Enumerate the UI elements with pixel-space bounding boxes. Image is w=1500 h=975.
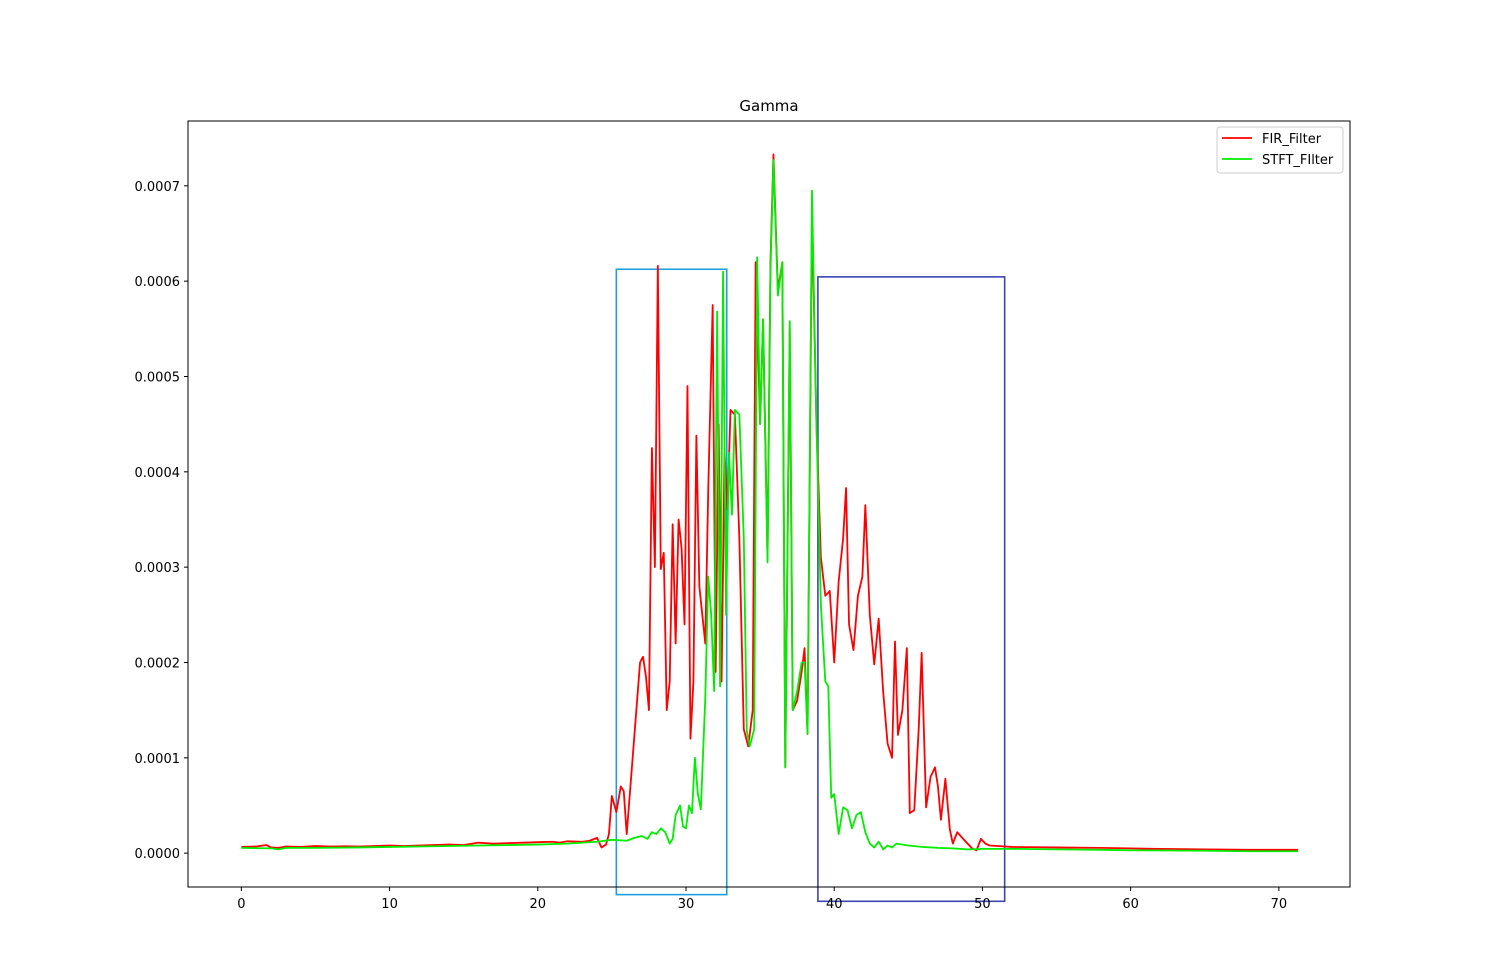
legend: FIR_Filter STFT_FIlter bbox=[1216, 126, 1344, 174]
y-tick-label: 0.0005 bbox=[135, 370, 181, 385]
series-line-1 bbox=[241, 153, 1299, 852]
x-tick-label: 70 bbox=[1271, 897, 1288, 912]
highlight-box-2 bbox=[817, 276, 1006, 903]
y-tick-label: 0.0003 bbox=[135, 561, 181, 576]
series-line-2 bbox=[241, 159, 1299, 853]
x-tick-label: 20 bbox=[530, 897, 547, 912]
y-tick-label: 0.0007 bbox=[135, 180, 181, 195]
x-tick-label: 50 bbox=[974, 897, 991, 912]
x-axis: 0 10 20 30 40 50 60 70 bbox=[237, 887, 1287, 912]
y-axis: 0.0000 0.0001 0.0002 0.0003 0.0004 0.0005 0.00… bbox=[135, 180, 188, 862]
plot-frame bbox=[187, 120, 1351, 888]
y-tick-label: 0.0002 bbox=[135, 656, 181, 671]
y-tick-label: 0.0001 bbox=[135, 752, 181, 767]
series-lines bbox=[241, 153, 1299, 853]
x-tick-label: 40 bbox=[826, 897, 843, 912]
chart-title: Gamma bbox=[739, 97, 798, 115]
x-tick-label: 60 bbox=[1122, 897, 1139, 912]
y-tick-label: 0.0006 bbox=[135, 275, 181, 290]
legend-label-1: FIR_Filter bbox=[1262, 132, 1322, 147]
y-tick-label: 0.0000 bbox=[135, 847, 181, 862]
x-tick-label: 10 bbox=[381, 897, 398, 912]
legend-label-2: STFT_FIlter bbox=[1262, 153, 1334, 168]
y-tick-label: 0.0004 bbox=[135, 466, 181, 481]
x-tick-label: 30 bbox=[678, 897, 695, 912]
x-tick-label: 0 bbox=[237, 897, 245, 912]
